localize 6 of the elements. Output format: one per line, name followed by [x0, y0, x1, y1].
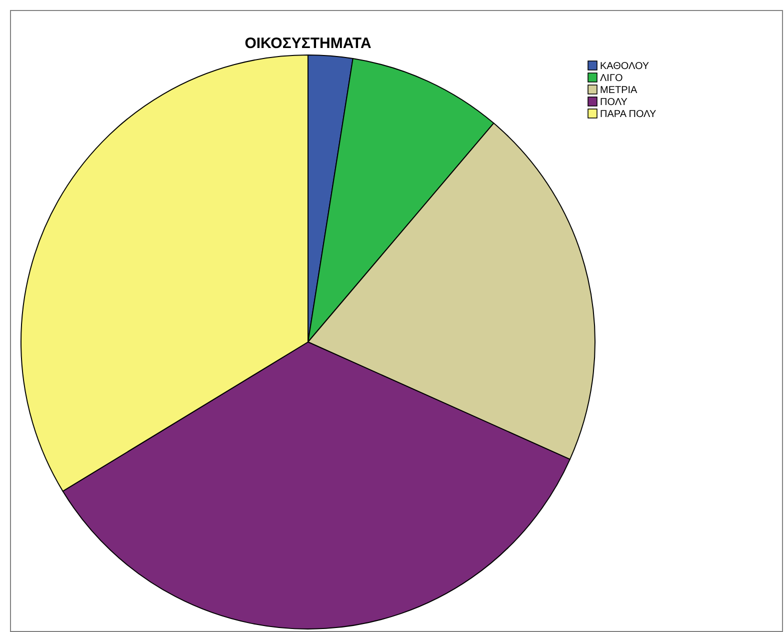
chart-title: ΟΙΚΟΣΥΣΤΗΜΑΤΑ [244, 35, 372, 52]
legend-label: ΚΑΘΟΛΟΥ [600, 61, 650, 72]
legend-label: ΛΙΓΟ [600, 73, 623, 84]
legend-label: ΠΑΡΑ ΠΟΛΥ [600, 109, 656, 120]
legend-label: ΠΟΛΥ [600, 97, 628, 108]
legend-label: ΜΕΤΡΙΑ [600, 85, 638, 96]
